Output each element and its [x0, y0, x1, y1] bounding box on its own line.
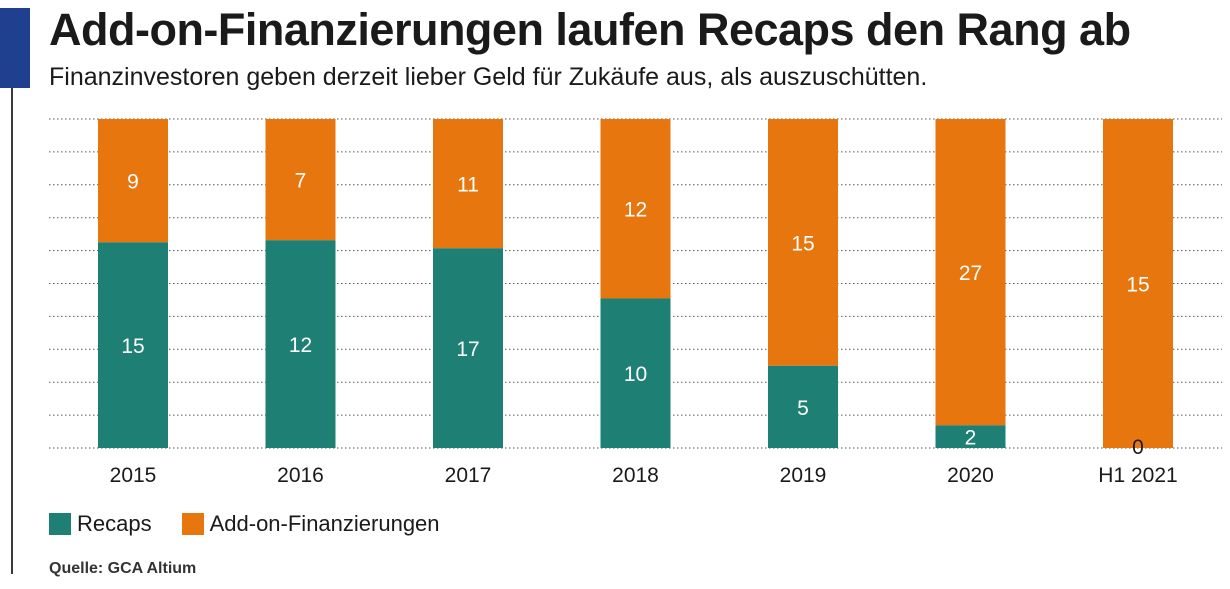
bar-addon: [935, 119, 1006, 426]
bar-recaps: [768, 365, 838, 448]
legend-label-addon: Add-on-Finanzierungen: [209, 511, 440, 536]
x-tick-label: 2019: [780, 464, 827, 487]
value-label-recaps: 10: [624, 363, 647, 386]
bar-recaps: [935, 425, 1006, 448]
x-axis-ticks: 2015 2016 2017 2018 2019 2020 H1 2021: [110, 464, 1178, 487]
value-label-recaps: 12: [289, 334, 312, 357]
gridlines: [49, 118, 1222, 449]
value-label-recaps: 5: [797, 397, 809, 420]
value-label-addon: 7: [295, 170, 307, 193]
value-label-recaps: 15: [121, 335, 144, 358]
value-label-addon: 27: [959, 262, 982, 285]
bar-recaps: [600, 298, 671, 448]
x-tick-label: H1 2021: [1098, 464, 1177, 487]
legend-label-recaps: Recaps: [77, 511, 152, 536]
legend-item-recaps: Recaps: [49, 511, 152, 537]
bar-addon: [768, 119, 838, 366]
bar-addon: [1103, 119, 1173, 448]
value-label-recaps: 0: [1132, 436, 1144, 459]
stacked-bar-chart: 9 15 7 12 11 17 12 10 15 5 27 2 15 0 2015 2016 2017 2018…: [49, 118, 1222, 487]
bars: [98, 119, 1173, 448]
bar-addon: [98, 119, 168, 243]
bar-recaps: [265, 240, 336, 448]
x-tick-label: 2016: [277, 464, 324, 487]
legend: Recaps Add-on-Finanzierungen: [49, 511, 470, 537]
bar-addon: [433, 119, 503, 249]
x-tick-label: 2015: [110, 464, 157, 487]
chart-title: Add-on-Finanzierungen laufen Recaps den …: [49, 4, 1131, 55]
source-note: Quelle: GCA Altium: [49, 560, 197, 577]
x-tick-label: 2020: [947, 464, 994, 487]
bar-addon: [265, 119, 336, 241]
value-labels: 9 15 7 12 11 17 12 10 15 5 27 2 15 0: [121, 170, 1149, 459]
x-tick-label: 2018: [612, 464, 659, 487]
value-label-addon: 15: [791, 232, 814, 255]
value-label-recaps: 2: [965, 427, 977, 450]
bar-recaps: [98, 242, 168, 448]
chart-subtitle: Finanzinvestoren geben derzeit lieber Ge…: [49, 63, 928, 91]
accent-bar: [0, 8, 30, 88]
value-label-addon: 11: [457, 174, 479, 197]
value-label-addon: 9: [127, 171, 139, 194]
bar-addon: [600, 119, 671, 299]
legend-item-addon: Add-on-Finanzierungen: [181, 511, 440, 537]
legend-swatch-recaps: [49, 513, 71, 535]
bar-recaps: [433, 248, 503, 448]
value-label-recaps: 17: [456, 338, 479, 361]
x-tick-label: 2017: [445, 464, 492, 487]
value-label-addon: 15: [1126, 274, 1149, 297]
accent-line: [11, 88, 13, 574]
value-label-addon: 12: [624, 199, 647, 222]
legend-swatch-addon: [181, 513, 204, 535]
